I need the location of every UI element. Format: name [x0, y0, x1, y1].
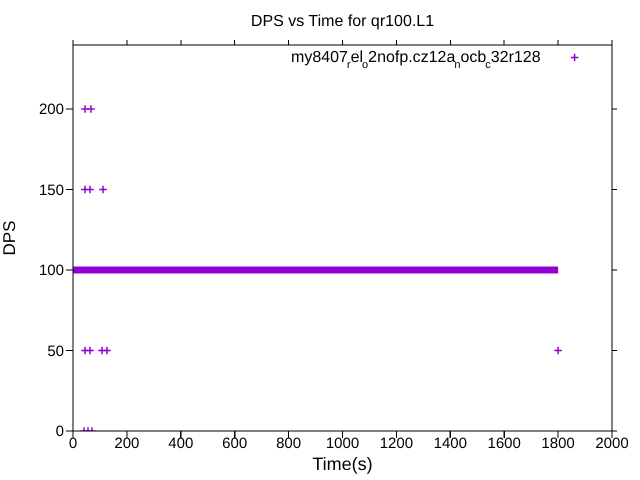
svg-text:DPS: DPS — [0, 221, 19, 256]
